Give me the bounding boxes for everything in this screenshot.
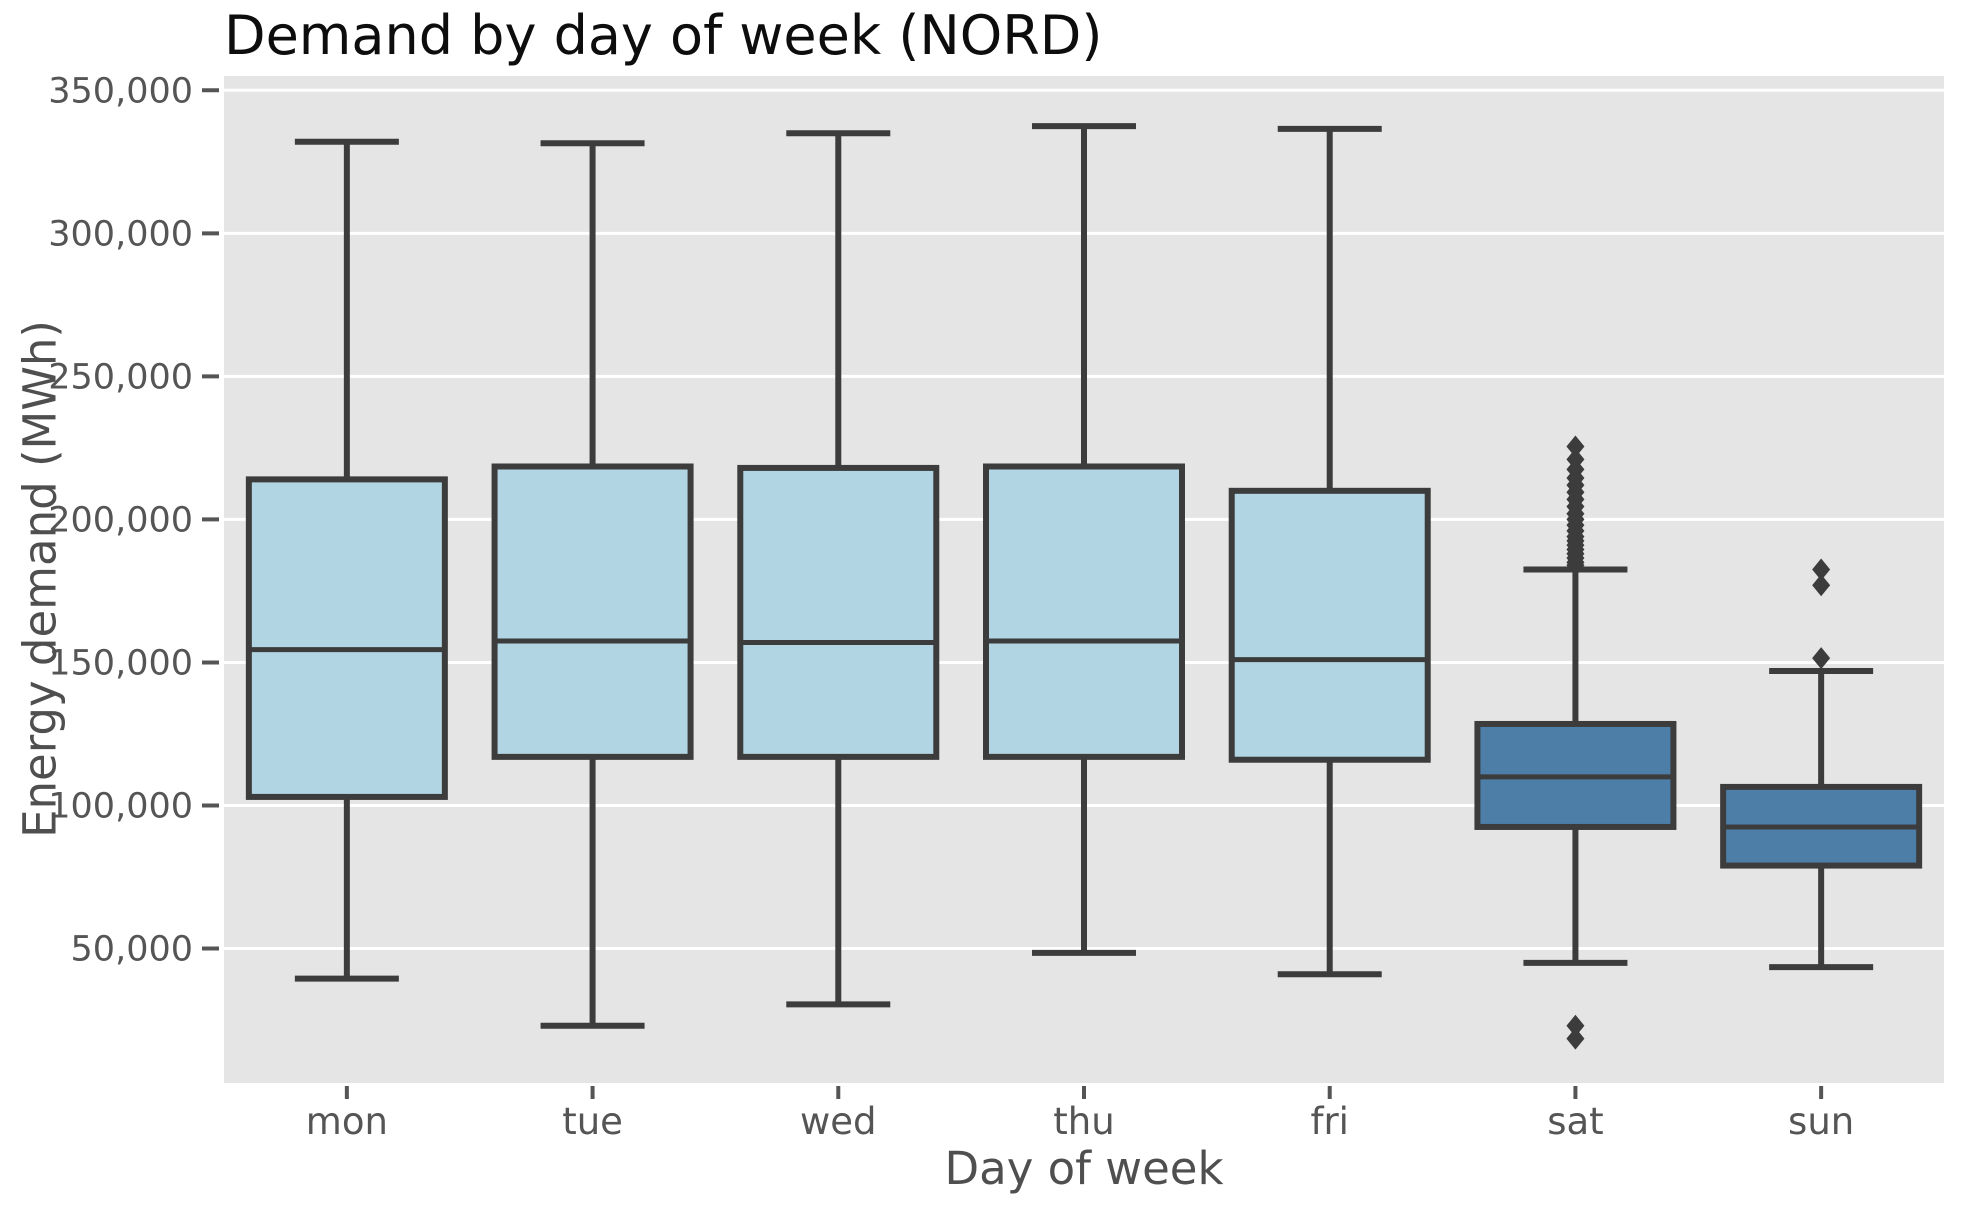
outlier-diamond-sun [1812,647,1831,670]
y-tick-label: 300,000 [48,214,193,254]
outlier-diamond-sat [1566,1014,1585,1037]
x-tick-label: mon [306,1100,388,1143]
y-tick-label: 50,000 [71,930,193,970]
x-tick-label: sun [1788,1100,1854,1143]
box-wed [737,464,940,760]
y-axis-label: Energy demand (MWh) [13,320,67,838]
y-tick-label: 100,000 [48,787,193,827]
outlier-diamond-sat [1566,1027,1585,1050]
chart-title: Demand by day of week (NORD) [224,4,1103,67]
y-tick-label: 250,000 [48,357,193,397]
outlier-diamond-sun [1812,558,1831,581]
x-tick-label: wed [800,1100,877,1143]
box-thu [983,463,1185,760]
x-tick-label: thu [1053,1100,1114,1143]
x-tick-label: tue [562,1100,623,1143]
x-axis-label: Day of week [944,1142,1224,1195]
box-mon [245,476,448,800]
y-tick-label: 200,000 [48,500,193,540]
box-tue [491,463,694,760]
outlier-diamond-sun [1812,574,1831,597]
x-tick-label: sat [1547,1100,1603,1143]
outlier-diamond-sat [1566,435,1585,458]
y-tick-label: 350,000 [48,71,193,111]
outlier-diamond-sat [1566,554,1585,577]
box-fri [1228,487,1431,763]
x-tick-label: fri [1310,1100,1349,1143]
y-tick-label: 150,000 [48,643,193,683]
